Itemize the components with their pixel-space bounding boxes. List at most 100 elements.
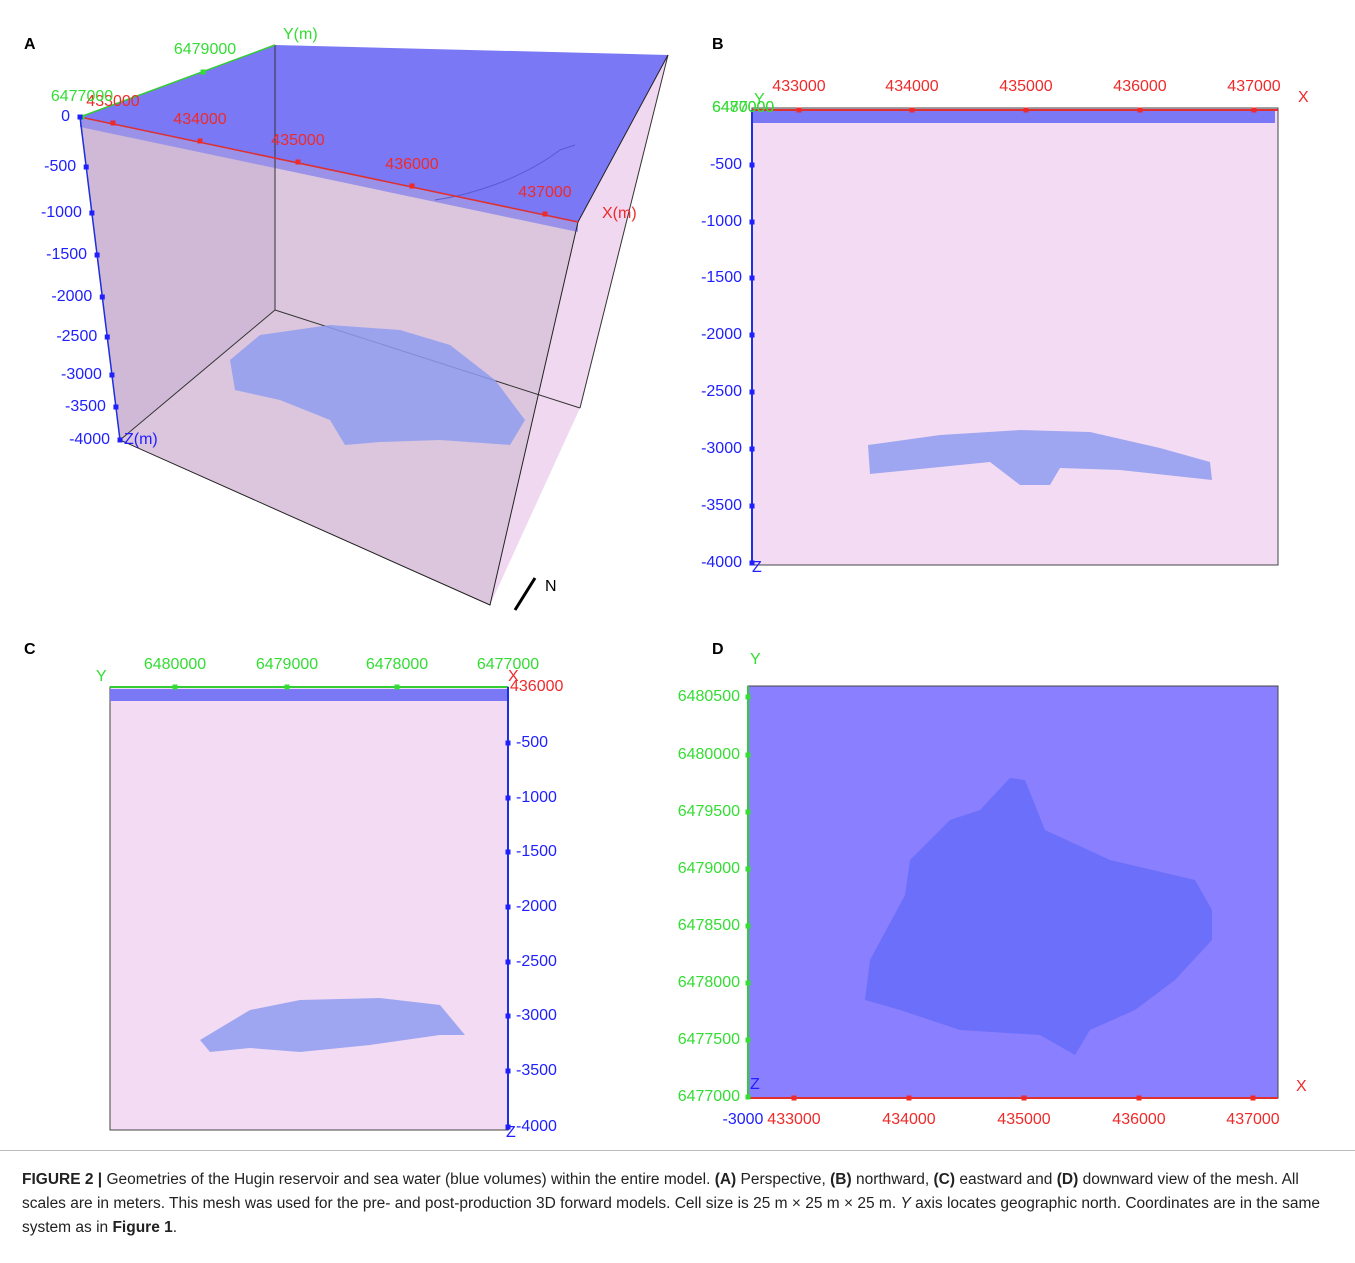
- figure: A B C D 43300043400043500043600043700064…: [0, 0, 1355, 1150]
- view-box: [752, 108, 1278, 565]
- tick-mark: [506, 850, 511, 855]
- panel-label: B: [712, 36, 724, 53]
- x-tick-label: 437000: [1227, 78, 1280, 95]
- x-tick-label: 435000: [271, 132, 324, 149]
- z-tick-label: -1000: [41, 204, 82, 221]
- caption: FIGURE 2 | Geometries of the Hugin reser…: [22, 1168, 1340, 1240]
- z-tick-label: -2500: [56, 328, 97, 345]
- panel-label: D: [712, 641, 724, 658]
- tick-mark: [746, 924, 751, 929]
- z-tick-label: -1000: [516, 789, 557, 806]
- z-tick-label: -2000: [701, 326, 742, 343]
- tick-mark: [1138, 108, 1143, 113]
- caption-run: Perspective,: [736, 1171, 830, 1188]
- x-tick-label: 437000: [518, 184, 571, 201]
- tick-mark: [198, 139, 203, 144]
- axis-title: Y: [750, 651, 761, 668]
- tick-mark: [113, 405, 118, 410]
- y-tick-label: 6478000: [678, 974, 740, 991]
- z-tick-label: -500: [44, 158, 76, 175]
- axis-title: Y(m): [283, 26, 318, 43]
- tick-mark: [746, 867, 751, 872]
- tick-mark: [750, 220, 755, 225]
- tick-mark: [506, 960, 511, 965]
- tick-mark: [1024, 108, 1029, 113]
- x-tick-label: 434000: [173, 111, 226, 128]
- z-tick-label: -500: [710, 156, 742, 173]
- tick-mark: [105, 335, 110, 340]
- y-tick-label: 6479000: [174, 41, 236, 58]
- axis-title: Y: [754, 91, 765, 108]
- z-tick-label: -3500: [701, 497, 742, 514]
- y-tick-label: 6477000: [51, 88, 113, 105]
- tick-mark: [506, 1014, 511, 1019]
- panel-label: C: [24, 641, 36, 658]
- x-tick-label: 435000: [999, 78, 1052, 95]
- z-tick-label: -2500: [701, 383, 742, 400]
- axis-title: X: [1296, 1078, 1307, 1095]
- tick-mark: [84, 165, 89, 170]
- tick-mark: [1251, 1096, 1256, 1101]
- x-tick-label: 435000: [997, 1111, 1050, 1128]
- tick-mark: [89, 211, 94, 216]
- z-tick-label: -500: [516, 734, 548, 751]
- tick-mark: [1022, 1096, 1027, 1101]
- tick-mark: [746, 981, 751, 986]
- tick-mark: [395, 685, 400, 690]
- tick-mark: [750, 276, 755, 281]
- axis-title: Z: [506, 1124, 516, 1141]
- tick-mark: [1252, 108, 1257, 113]
- z-tick-label: -1500: [701, 269, 742, 286]
- axis-title: X: [1298, 89, 1309, 106]
- axis-title: Z: [752, 559, 762, 576]
- tick-mark: [111, 121, 116, 126]
- y-tick-label: 6477500: [678, 1031, 740, 1048]
- z-tick-label: -2000: [516, 898, 557, 915]
- z-tick-label: -1000: [701, 213, 742, 230]
- z-tick-label: -1500: [46, 246, 87, 263]
- tick-mark: [285, 685, 290, 690]
- caption-run: eastward and: [955, 1171, 1057, 1188]
- x-tick-label: 434000: [882, 1111, 935, 1128]
- axis-title: Z(m): [124, 431, 158, 448]
- axis-title: X(m): [602, 205, 637, 222]
- x-tick-label: 436000: [385, 156, 438, 173]
- tick-mark: [746, 753, 751, 758]
- caption-run: (A): [715, 1171, 737, 1188]
- tick-mark: [296, 160, 301, 165]
- caption-run: Y: [900, 1195, 910, 1212]
- x-tick-label: 434000: [885, 78, 938, 95]
- z-tick-label: -4000: [701, 554, 742, 571]
- x-tick-label: 436000: [1113, 78, 1166, 95]
- tick-mark: [109, 373, 114, 378]
- page: A B C D 43300043400043500043600043700064…: [0, 0, 1355, 1263]
- y-tick-label: 6480000: [144, 656, 206, 673]
- z-tick-label: -1500: [516, 843, 557, 860]
- y-tick-label: 6479500: [678, 803, 740, 820]
- y-tick-label: 6477000: [678, 1088, 740, 1105]
- tick-mark: [907, 1096, 912, 1101]
- z-tick-label: -4000: [69, 431, 110, 448]
- water-layer: [110, 689, 508, 701]
- tick-mark: [746, 695, 751, 700]
- tick-mark: [750, 447, 755, 452]
- tick-mark: [543, 212, 548, 217]
- z-tick-label: -3000: [723, 1111, 764, 1128]
- caption-run: (C): [934, 1171, 956, 1188]
- tick-mark: [1137, 1096, 1142, 1101]
- tick-mark: [910, 108, 915, 113]
- y-tick-label: 6478000: [366, 656, 428, 673]
- axis-title: Y: [96, 668, 107, 685]
- y-tick-label: 6479000: [256, 656, 318, 673]
- x-tick-label: 433000: [772, 78, 825, 95]
- tick-mark: [746, 1095, 751, 1100]
- y-tick-label: 6479000: [678, 860, 740, 877]
- z-tick-label: -4000: [516, 1118, 557, 1135]
- tick-mark: [792, 1096, 797, 1101]
- z-tick-label: -3000: [701, 440, 742, 457]
- caption-run: (B): [830, 1171, 852, 1188]
- y-tick-label: 6480000: [678, 746, 740, 763]
- caption-run: .: [173, 1219, 177, 1236]
- tick-mark: [95, 253, 100, 258]
- tick-mark: [410, 184, 415, 189]
